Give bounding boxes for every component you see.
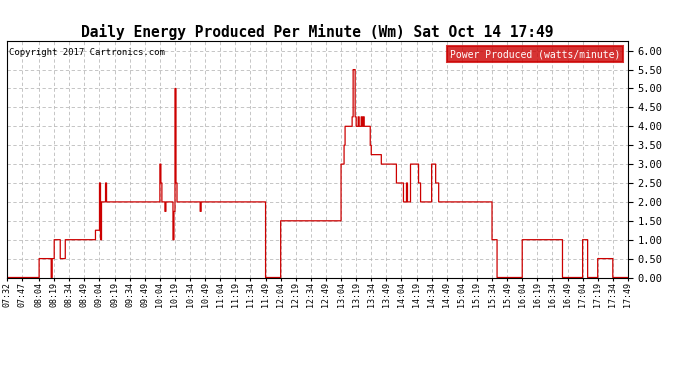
Text: Copyright 2017 Cartronics.com: Copyright 2017 Cartronics.com xyxy=(9,48,165,57)
Legend: Power Produced (watts/minute): Power Produced (watts/minute) xyxy=(447,46,623,62)
Title: Daily Energy Produced Per Minute (Wm) Sat Oct 14 17:49: Daily Energy Produced Per Minute (Wm) Sa… xyxy=(81,24,553,40)
